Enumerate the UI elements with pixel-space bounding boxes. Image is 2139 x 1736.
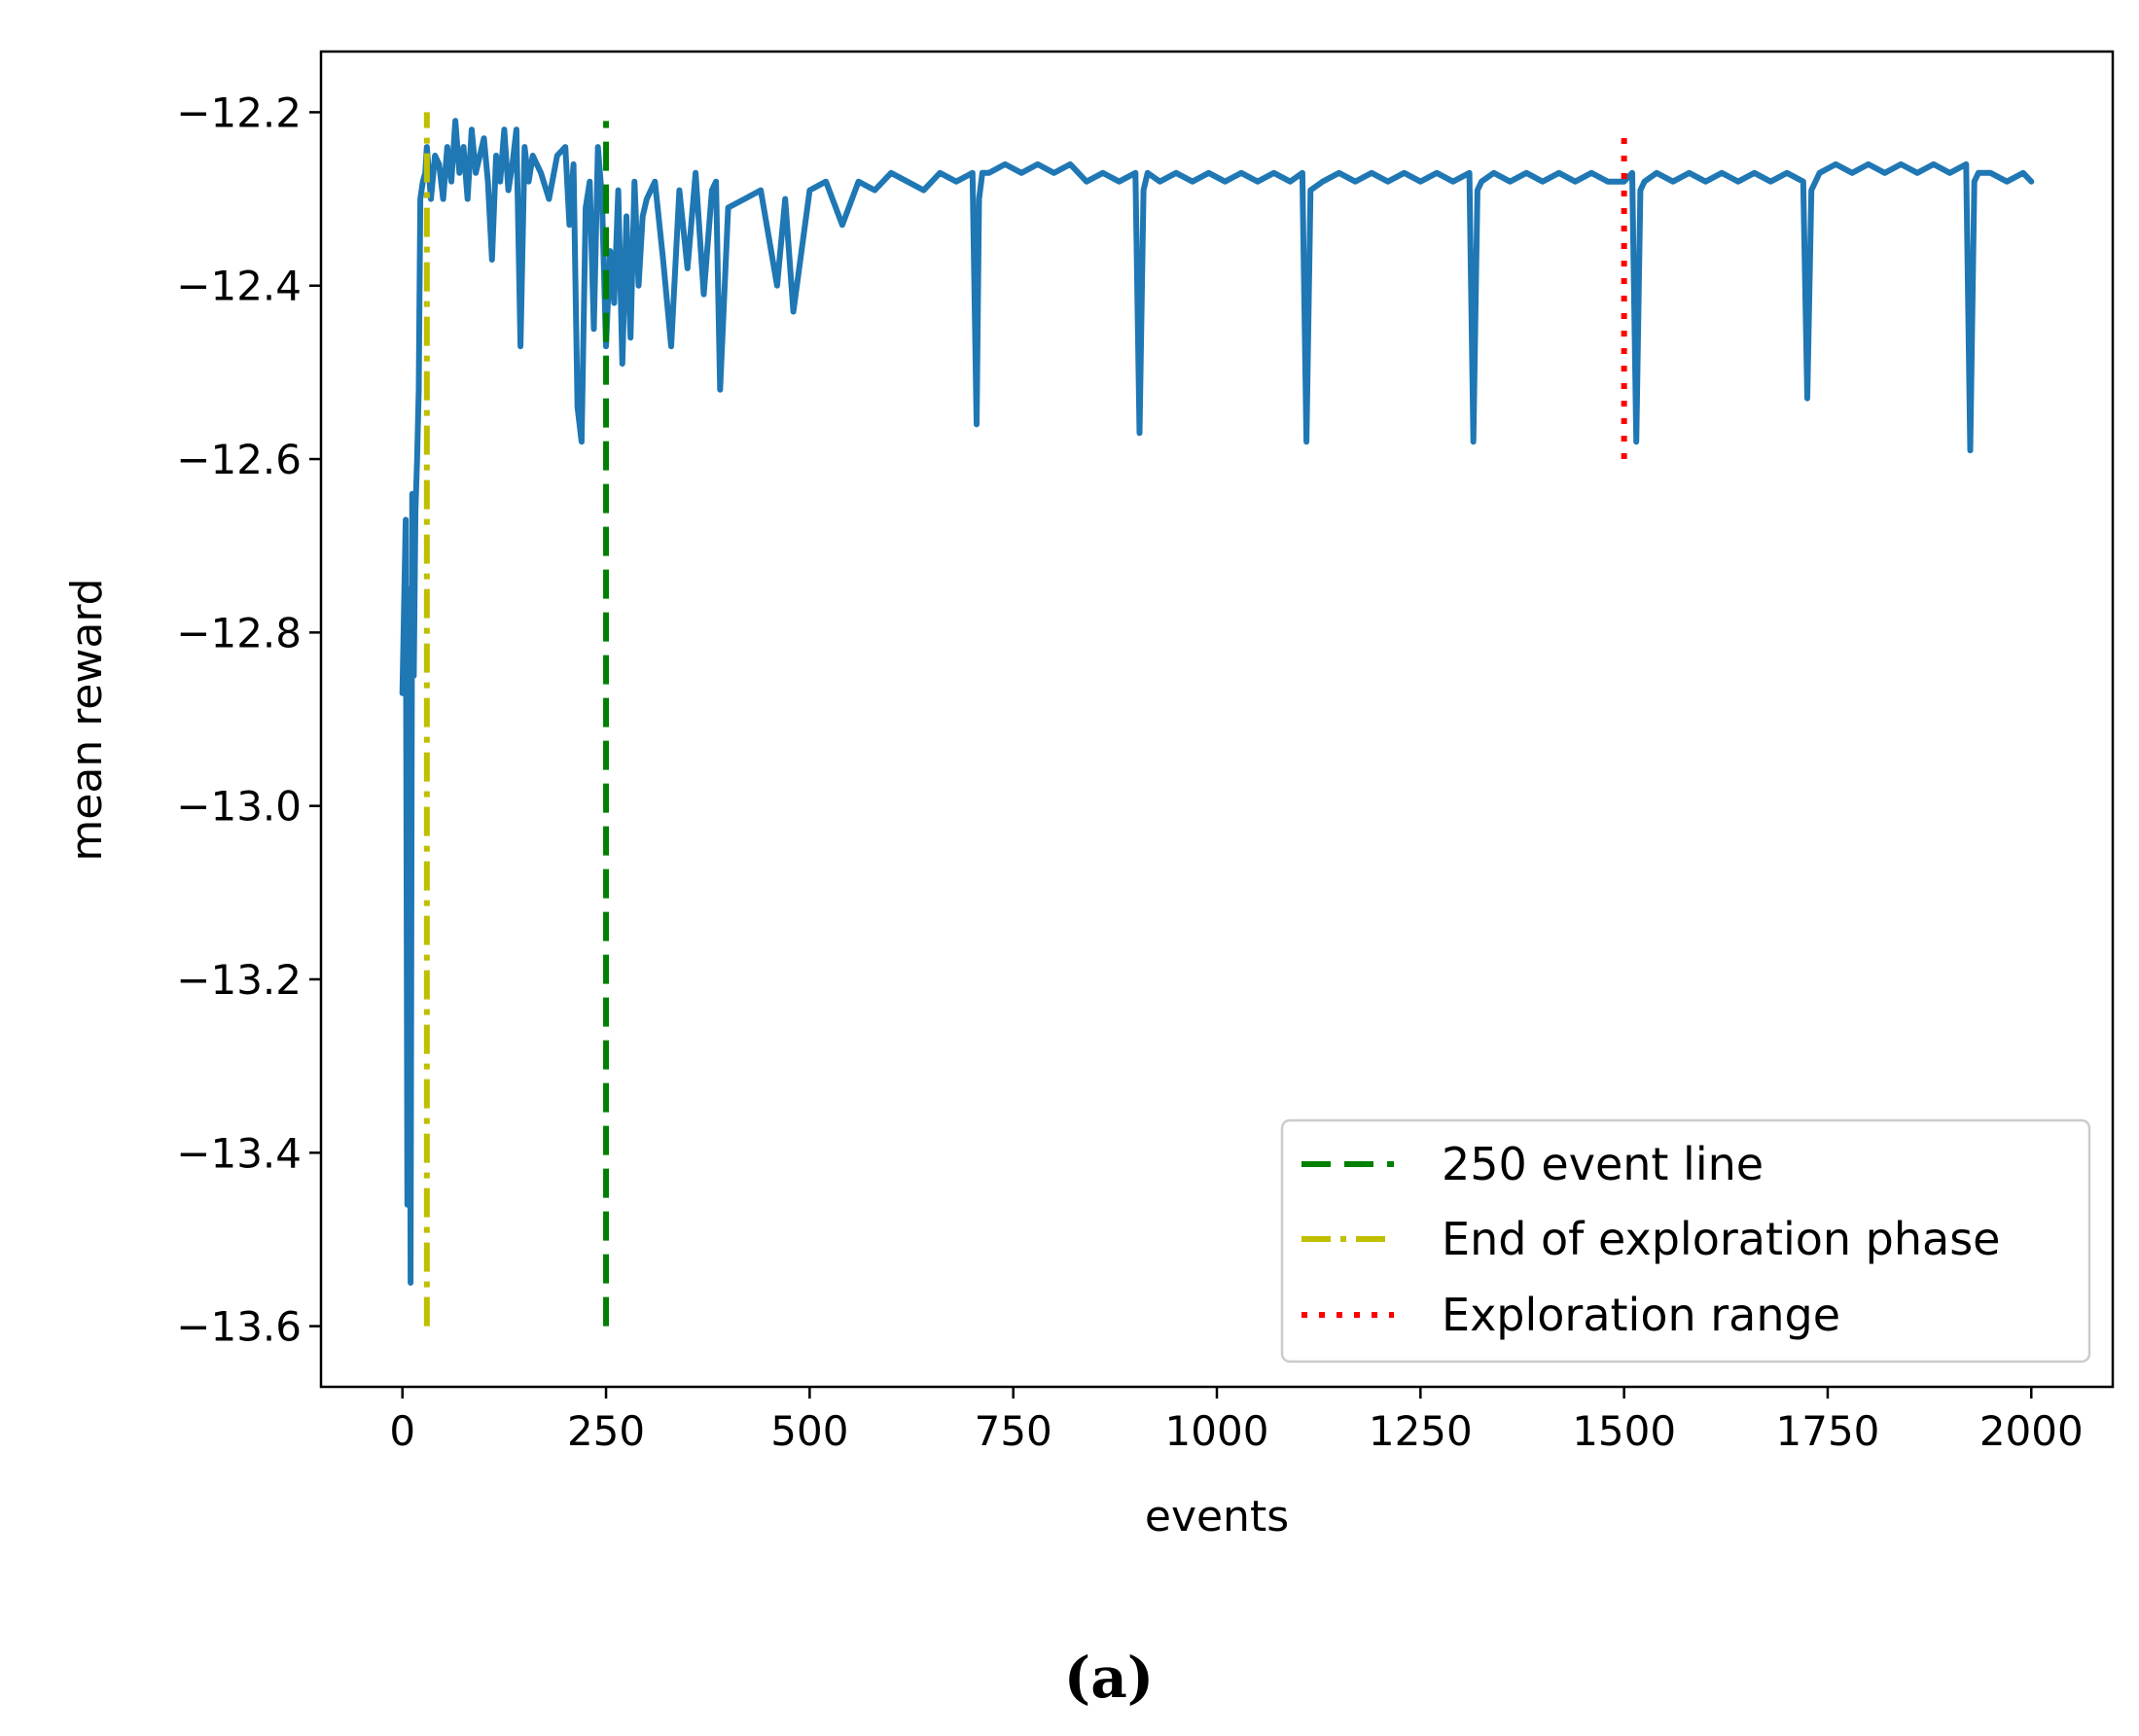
legend-box	[1280, 1118, 2091, 1364]
x-tick-label: 500	[770, 1407, 848, 1455]
y-tick-label: −13.6	[176, 1303, 302, 1351]
plot-content	[399, 112, 2035, 1327]
y-tick-label: −13.4	[176, 1129, 302, 1177]
legend: 250 event line End of exploration phase …	[1280, 1118, 2091, 1364]
y-tick-label: −12.2	[176, 89, 302, 136]
x-tick-label: 750	[975, 1407, 1052, 1455]
y-tick-label: −13.0	[176, 783, 302, 831]
y-axis: −12.2 −12.4 −12.6 −12.8 −13.0 −13.2 −13.4 −13.6	[176, 89, 321, 1351]
x-tick-label: 1500	[1572, 1407, 1676, 1455]
y-tick-label: −12.8	[176, 609, 302, 656]
x-tick-label: 250	[567, 1407, 645, 1455]
legend-label-exploration-range: Exploration range	[1442, 1289, 1840, 1341]
x-tick-label: 1750	[1776, 1407, 1880, 1455]
y-tick-label: −12.6	[176, 436, 302, 483]
legend-label-end-of-exploration: End of exploration phase	[1442, 1213, 2000, 1265]
y-axis-title: mean reward	[62, 578, 112, 861]
figure-caption: (a)	[1064, 1645, 1154, 1711]
x-tick-label: 0	[389, 1407, 415, 1455]
x-axis-title: events	[1145, 1492, 1289, 1541]
y-tick-label: −13.2	[176, 956, 302, 1004]
series-line	[399, 118, 2035, 1286]
x-tick-label: 1250	[1369, 1407, 1473, 1455]
y-tick-label: −12.4	[176, 263, 302, 310]
x-axis: 0 250 500 750 1000 1250 1500 1750 2000	[389, 1387, 2084, 1455]
x-tick-label: 2000	[1979, 1407, 2084, 1455]
legend-label-250-event-line: 250 event line	[1442, 1138, 1764, 1190]
x-tick-label: 1000	[1165, 1407, 1269, 1455]
